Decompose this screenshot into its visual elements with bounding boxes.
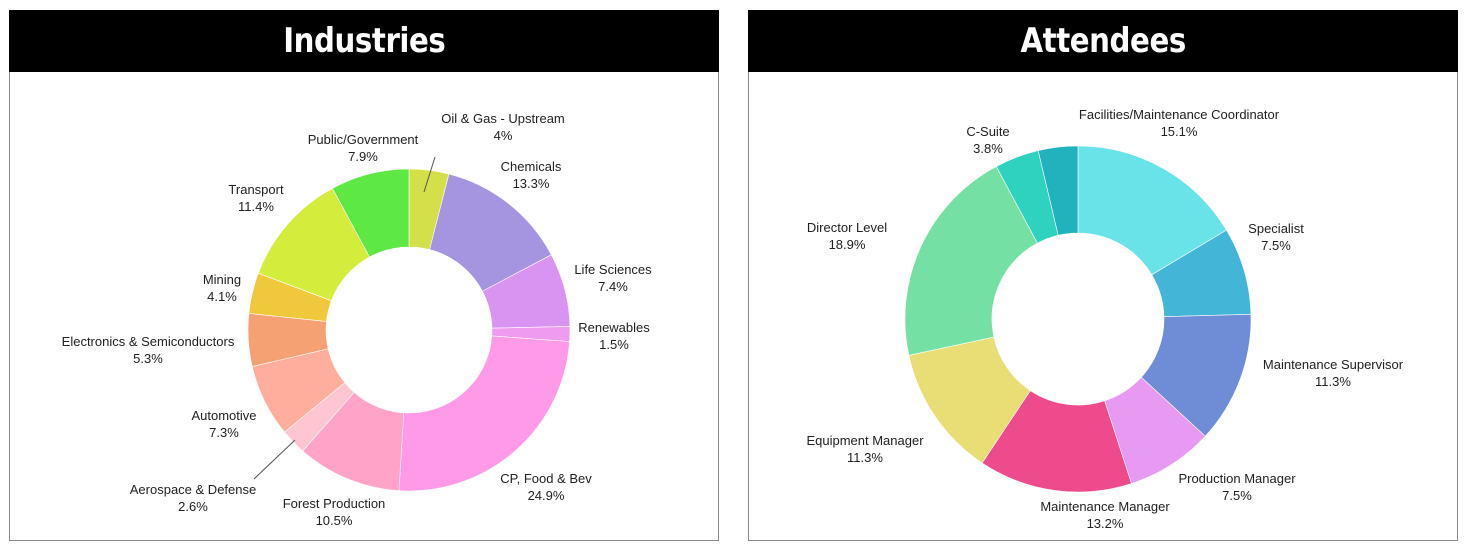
industries-title-bar: Industries <box>9 10 719 72</box>
slice-label-public-government: Public/Government <box>308 132 419 147</box>
slice-label-maintenance-supervisor: Maintenance Supervisor <box>1263 357 1404 372</box>
attendees-title: Attendees <box>1020 21 1186 61</box>
slice-value-transport: 11.4% <box>238 199 274 214</box>
slice-label-equipment-manager: Equipment Manager <box>806 433 924 448</box>
slice-value-maintenance-supervisor: 11.3% <box>1315 374 1351 389</box>
slice-value-renewables: 1.5% <box>599 337 629 352</box>
slice-label-automotive: Automotive <box>191 408 256 423</box>
slice-value-maintenance-manager: 13.2% <box>1087 516 1124 531</box>
slice-director-level <box>904 166 1038 356</box>
slice-value-forest-production: 10.5% <box>316 513 353 528</box>
slice-value-specialist: 7.5% <box>1261 238 1291 253</box>
attendees-donut-chart: Facilities/Maintenance Coordinator 15.1% S… <box>806 107 1404 531</box>
slice-value-chemicals: 13.3% <box>513 176 550 191</box>
slice-label-facilities-maintenance-coordinator: Facilities/Maintenance Coordinator <box>1079 107 1280 122</box>
slice-unlabeled <box>1037 145 1079 236</box>
attendees-title-bar: Attendees <box>748 10 1458 72</box>
slice-label-cp-food-bev: CP, Food & Bev <box>500 471 592 486</box>
leader-line-aerospace-defense <box>253 439 296 480</box>
slice-label-c-suite: C-Suite <box>966 124 1009 139</box>
slice-value-aerospace-defense: 2.6% <box>178 499 208 514</box>
attendees-panel: Attendees Facilities/Maintenance Coordin… <box>748 10 1458 541</box>
slice-value-automotive: 7.3% <box>209 425 239 440</box>
slice-label-chemicals: Chemicals <box>501 159 562 174</box>
slice-label-production-manager: Production Manager <box>1178 471 1296 486</box>
slice-label-specialist: Specialist <box>1248 221 1304 236</box>
slice-value-facilities-maintenance-coordinator: 15.1% <box>1161 124 1198 139</box>
slice-value-production-manager: 7.5% <box>1222 488 1252 503</box>
slice-value-life-sciences: 7.4% <box>598 279 628 294</box>
slice-value-public-government: 7.9% <box>348 149 378 164</box>
slice-public-government <box>332 168 410 258</box>
slice-value-director-level: 18.9% <box>829 237 866 252</box>
slice-label-maintenance-manager: Maintenance Manager <box>1040 499 1170 514</box>
slice-label-transport: Transport <box>228 182 284 197</box>
industries-panel: Industries Oil & Gas - Upstream 4% Chemica… <box>9 10 719 541</box>
slice-facilities-maintenance-coordinator <box>1077 145 1227 276</box>
slice-value-mining: 4.1% <box>207 289 237 304</box>
slice-value-cp-food-bev: 24.9% <box>528 488 565 503</box>
slice-value-electronics-semiconductors: 5.3% <box>133 351 163 366</box>
slice-label-oil-gas-upstream: Oil & Gas - Upstream <box>441 111 565 126</box>
slice-label-renewables: Renewables <box>578 320 650 335</box>
slice-label-life-sciences: Life Sciences <box>574 262 652 277</box>
slice-label-electronics-semiconductors: Electronics & Semiconductors <box>62 334 235 349</box>
industries-title: Industries <box>282 21 446 61</box>
slice-value-c-suite: 3.8% <box>973 141 1003 156</box>
slice-label-director-level: Director Level <box>807 220 887 235</box>
slice-value-oil-gas-upstream: 4% <box>494 128 513 143</box>
slice-cp-food-bev <box>398 335 570 492</box>
slice-value-equipment-manager: 11.3% <box>847 450 883 465</box>
slice-label-mining: Mining <box>203 272 241 287</box>
slice-label-aerospace-defense: Aerospace & Defense <box>130 482 256 497</box>
leader-line-oil-gas-upstream <box>423 156 436 193</box>
slice-label-forest-production: Forest Production <box>283 496 386 511</box>
industries-donut-chart: Oil & Gas - Upstream 4% Chemicals 13.3% Life… <box>62 111 653 528</box>
